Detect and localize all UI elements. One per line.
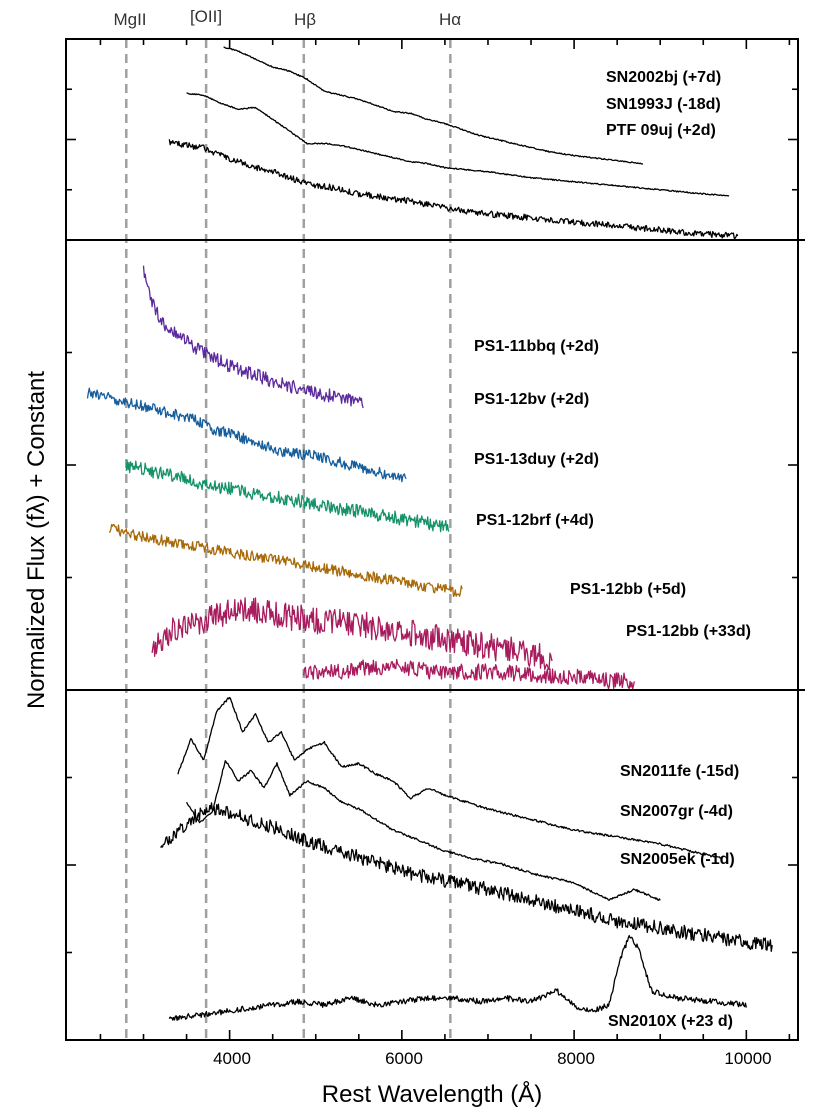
ref-label-halpha: Hα xyxy=(439,10,461,29)
label-sn2010x: SN2010X (+23 d) xyxy=(608,1013,733,1030)
label-sn2007gr: SN2007gr (-4d) xyxy=(620,803,733,820)
axis-ticks xyxy=(66,39,798,1040)
spectrum-ps1-12bb-33d xyxy=(303,658,636,690)
label-ptf09uj: PTF 09uj (+2d) xyxy=(606,122,716,139)
spectrum-ptf-09uj-2d xyxy=(168,139,739,239)
spectrum-sn2007gr-4d xyxy=(186,760,661,901)
ref-label-oii: [OII] xyxy=(190,7,222,26)
y-axis-title: Normalized Flux (fλ) + Constant xyxy=(23,371,50,709)
spectrum-ps1-13duy-2d xyxy=(125,459,450,533)
label-ps1-13duy: PS1-13duy (+2d) xyxy=(474,451,599,468)
label-ps1-12bb-5d: PS1-12bb (+5d) xyxy=(570,581,686,598)
spectrum-ps1-12brf-4d xyxy=(108,523,463,598)
spectrum-sn2010x-23-d xyxy=(168,934,747,1021)
label-sn2005ek: SN2005ek (-1d) xyxy=(620,851,735,868)
spectrum-sn2011fe-15d xyxy=(177,696,722,859)
label-ps1-12brf: PS1-12brf (+4d) xyxy=(476,512,594,529)
spectrum-ps1-11bbq-2d xyxy=(142,265,364,409)
x-tick-label-6000: 6000 xyxy=(385,1049,423,1068)
x-tick-label-8000: 8000 xyxy=(557,1049,595,1068)
x-tick-label-10000: 10000 xyxy=(724,1049,771,1068)
spectrum-sn2002bj-7d xyxy=(223,46,644,165)
spectrum-ps1-12bb-5d xyxy=(151,597,553,671)
ref-label-mgii: MgII xyxy=(113,10,146,29)
label-ps1-11bbq: PS1-11bbq (+2d) xyxy=(474,338,599,355)
spectrum-sn2005ek-1d xyxy=(160,802,773,952)
x-axis-title: Rest Wavelength (Å) xyxy=(322,1080,543,1108)
label-ps1-12bv: PS1-12bv (+2d) xyxy=(474,391,589,408)
label-sn1993j: SN1993J (-18d) xyxy=(606,96,721,113)
spectrum-sn1993j-18d xyxy=(186,92,730,197)
ref-label-hbeta: Hβ xyxy=(294,10,316,29)
plot-border xyxy=(65,38,799,1041)
label-sn2002bj: SN2002bj (+7d) xyxy=(606,69,721,86)
plot-frame xyxy=(65,38,805,1041)
x-tick-label-4000: 4000 xyxy=(213,1049,251,1068)
label-sn2011fe: SN2011fe (-15d) xyxy=(620,763,739,780)
label-ps1-12bb-33d: PS1-12bb (+33d) xyxy=(626,623,751,640)
reference-lines xyxy=(125,39,452,1040)
spectra-series xyxy=(86,46,773,1021)
spectrum-ps1-12bv-2d xyxy=(86,387,407,483)
